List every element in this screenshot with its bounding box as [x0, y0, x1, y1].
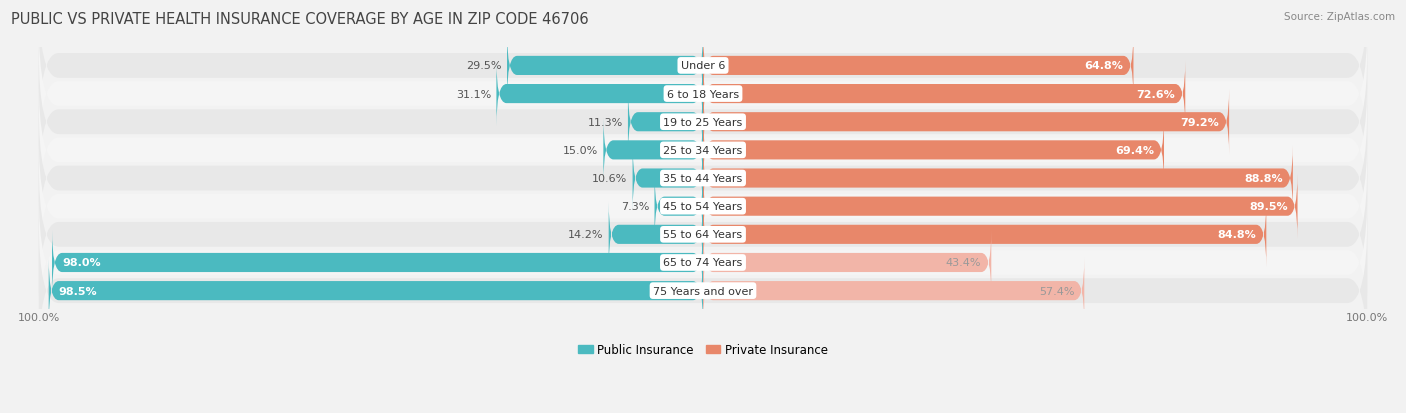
FancyBboxPatch shape [609, 202, 703, 267]
Text: 98.5%: 98.5% [59, 286, 97, 296]
Text: 45 to 54 Years: 45 to 54 Years [664, 202, 742, 212]
FancyBboxPatch shape [703, 118, 1164, 183]
Text: 14.2%: 14.2% [568, 230, 603, 240]
FancyBboxPatch shape [39, 219, 1367, 363]
FancyBboxPatch shape [703, 146, 1294, 211]
FancyBboxPatch shape [496, 62, 703, 127]
FancyBboxPatch shape [52, 230, 703, 295]
Text: 7.3%: 7.3% [621, 202, 650, 212]
Text: 11.3%: 11.3% [588, 117, 623, 128]
Text: 57.4%: 57.4% [1039, 286, 1074, 296]
FancyBboxPatch shape [703, 90, 1229, 155]
Text: 72.6%: 72.6% [1136, 89, 1175, 100]
FancyBboxPatch shape [49, 259, 703, 323]
Text: 88.8%: 88.8% [1244, 173, 1282, 184]
Text: 10.6%: 10.6% [592, 173, 627, 184]
FancyBboxPatch shape [39, 22, 1367, 166]
Text: Under 6: Under 6 [681, 61, 725, 71]
FancyBboxPatch shape [39, 0, 1367, 138]
Text: 31.1%: 31.1% [456, 89, 491, 100]
Text: 19 to 25 Years: 19 to 25 Years [664, 117, 742, 128]
Text: 55 to 64 Years: 55 to 64 Years [664, 230, 742, 240]
FancyBboxPatch shape [508, 34, 703, 99]
FancyBboxPatch shape [39, 107, 1367, 251]
Text: 35 to 44 Years: 35 to 44 Years [664, 173, 742, 184]
Text: 64.8%: 64.8% [1084, 61, 1123, 71]
FancyBboxPatch shape [703, 62, 1185, 127]
Legend: Public Insurance, Private Insurance: Public Insurance, Private Insurance [574, 338, 832, 361]
Text: 6 to 18 Years: 6 to 18 Years [666, 89, 740, 100]
Text: 79.2%: 79.2% [1181, 117, 1219, 128]
Text: PUBLIC VS PRIVATE HEALTH INSURANCE COVERAGE BY AGE IN ZIP CODE 46706: PUBLIC VS PRIVATE HEALTH INSURANCE COVER… [11, 12, 589, 27]
FancyBboxPatch shape [39, 50, 1367, 195]
Text: 15.0%: 15.0% [562, 145, 598, 156]
Text: 84.8%: 84.8% [1218, 230, 1257, 240]
FancyBboxPatch shape [628, 90, 703, 155]
FancyBboxPatch shape [703, 230, 991, 295]
FancyBboxPatch shape [39, 191, 1367, 335]
FancyBboxPatch shape [703, 34, 1133, 99]
FancyBboxPatch shape [703, 174, 1298, 239]
FancyBboxPatch shape [633, 146, 703, 211]
FancyBboxPatch shape [703, 259, 1084, 323]
Text: 25 to 34 Years: 25 to 34 Years [664, 145, 742, 156]
FancyBboxPatch shape [655, 174, 703, 239]
Text: 89.5%: 89.5% [1249, 202, 1288, 212]
Text: 98.0%: 98.0% [62, 258, 101, 268]
FancyBboxPatch shape [39, 78, 1367, 223]
Text: 75 Years and over: 75 Years and over [652, 286, 754, 296]
FancyBboxPatch shape [39, 135, 1367, 279]
FancyBboxPatch shape [703, 202, 1267, 267]
FancyBboxPatch shape [39, 163, 1367, 307]
FancyBboxPatch shape [603, 118, 703, 183]
Text: 29.5%: 29.5% [467, 61, 502, 71]
Text: 69.4%: 69.4% [1115, 145, 1154, 156]
Text: 43.4%: 43.4% [946, 258, 981, 268]
Text: 65 to 74 Years: 65 to 74 Years [664, 258, 742, 268]
Text: Source: ZipAtlas.com: Source: ZipAtlas.com [1284, 12, 1395, 22]
